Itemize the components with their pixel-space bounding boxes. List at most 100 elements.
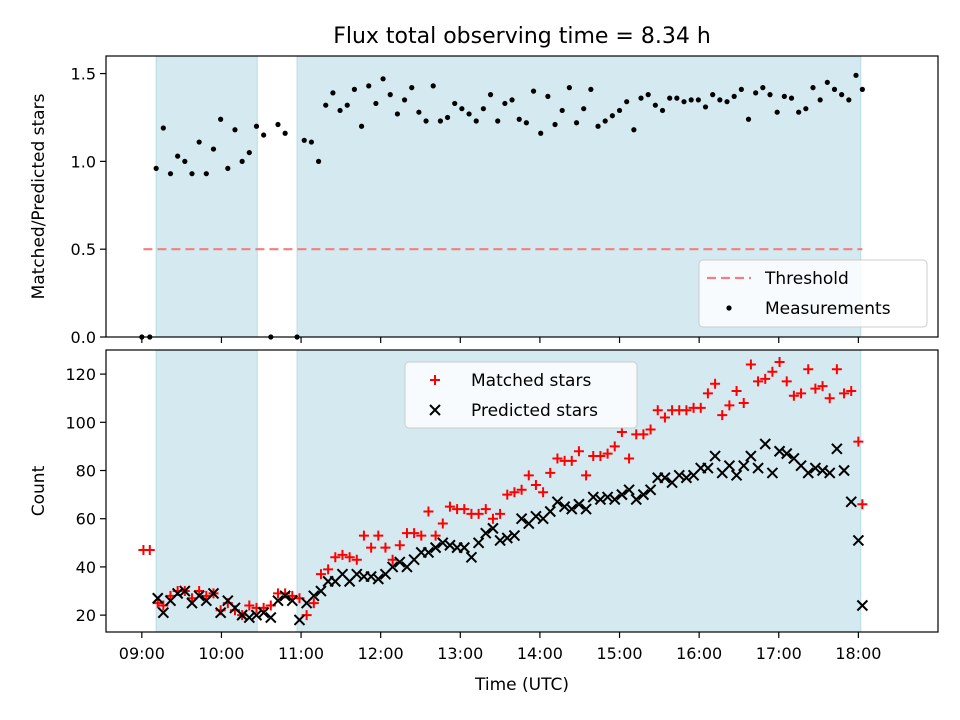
measurement-point <box>466 111 472 117</box>
predicted-stars-point <box>544 505 556 518</box>
matched-stars-point <box>323 564 334 575</box>
legend-measurement-swatch <box>726 305 732 311</box>
measurement-point <box>681 99 687 105</box>
measurement-point <box>767 92 773 98</box>
predicted-stars-point <box>856 599 869 612</box>
measurement-point <box>167 171 174 177</box>
matched-stars-point <box>152 598 163 609</box>
matched-stars-point <box>774 357 785 368</box>
x-tick-label: 18:00 <box>835 644 881 663</box>
measurement-point <box>239 158 245 164</box>
predicted-stars-point <box>422 546 435 559</box>
predicted-stars-point <box>637 488 650 501</box>
predicted-stars-point <box>272 594 284 607</box>
matched-stars-point <box>839 388 850 399</box>
matched-stars-point <box>480 504 491 515</box>
y-tick-label: 80 <box>76 462 96 481</box>
predicted-stars-point <box>558 500 571 513</box>
measurement-point <box>246 149 252 156</box>
matched-stars-point <box>609 441 620 452</box>
predicted-stars-point <box>566 503 578 515</box>
measurement-point <box>232 127 238 133</box>
measurement-point <box>624 99 630 105</box>
measurement-point <box>282 130 288 136</box>
predicted-stars-point <box>365 570 377 583</box>
matched-stars-point <box>724 400 735 411</box>
y-tick-label: 120 <box>65 365 96 384</box>
matched-stars-point <box>358 530 369 541</box>
measurement-point <box>523 120 529 126</box>
predicted-stars-point <box>587 491 599 503</box>
measurement-point <box>358 123 365 129</box>
measurement-point <box>261 132 267 138</box>
measurement-point <box>831 86 838 92</box>
matched-stars-point <box>416 530 427 541</box>
predicted-stars-point <box>372 573 384 585</box>
measurement-point <box>796 109 802 115</box>
matched-stars-point <box>473 508 484 519</box>
matched-stars-point <box>495 508 506 519</box>
y-tick-label: 100 <box>65 413 96 432</box>
matched-stars-point <box>351 554 362 565</box>
measurement-point <box>330 90 336 96</box>
matched-stars-point <box>817 381 828 392</box>
matched-stars-point <box>695 402 706 413</box>
predicted-stars-point <box>831 443 843 455</box>
measurement-point <box>444 114 451 121</box>
measurement-point <box>638 95 644 101</box>
predicted-stars-point <box>530 510 542 523</box>
measurement-point <box>595 123 601 129</box>
predicted-stars-point <box>738 459 750 472</box>
predicted-stars-point <box>680 472 693 484</box>
measurement-point <box>182 158 188 164</box>
measurement-point <box>760 85 766 91</box>
matched-stars-point <box>717 410 728 421</box>
measurement-point <box>225 165 231 171</box>
ratio-panel: 0.0 0.5 1.0 1.5 Matched/Predicted stars Thr… <box>29 55 939 347</box>
predicted-stars-point <box>494 534 506 547</box>
predicted-stars-point <box>781 447 793 460</box>
matched-stars-point <box>803 364 814 375</box>
predicted-stars-point <box>745 450 757 462</box>
measurement-point <box>566 85 572 91</box>
matched-stars-point <box>681 405 692 416</box>
predicted-stars-point <box>630 493 642 506</box>
matched-stars-point <box>702 388 713 399</box>
matched-stars-point <box>738 398 749 409</box>
matched-stars-point <box>258 602 269 613</box>
measurement-point <box>717 97 723 103</box>
matched-stars-point <box>487 513 498 524</box>
measurement-point <box>351 86 358 92</box>
matched-stars-point <box>459 504 470 515</box>
matched-stars-point <box>652 405 663 416</box>
matched-stars-point <box>616 426 627 437</box>
matched-stars-point <box>530 479 541 490</box>
predicted-stars-point <box>293 614 306 626</box>
predicted-stars-point <box>308 590 320 602</box>
predicted-stars-point <box>429 541 442 554</box>
measurement-point <box>387 92 393 98</box>
measurement-point <box>530 88 537 94</box>
matched-stars-point <box>423 506 434 517</box>
predicted-stars-point <box>616 488 628 501</box>
x-tick-label: 10:00 <box>198 644 244 663</box>
measurement-point <box>652 102 658 108</box>
y-tick-label: 40 <box>76 558 96 577</box>
measurement-point <box>452 100 458 107</box>
matched-stars-point <box>624 453 635 464</box>
predicted-stars-point <box>766 467 779 479</box>
y-tick-label: 1.5 <box>71 65 96 84</box>
measurement-point <box>538 130 544 136</box>
measurement-point <box>788 95 795 101</box>
chart-title: Flux total observing time = 8.34 h <box>333 24 711 49</box>
predicted-stars-point <box>809 462 822 474</box>
x-tick-label: 09:00 <box>119 644 165 663</box>
matched-stars-point <box>638 429 649 440</box>
observing-window-0 <box>155 349 258 633</box>
legend-label: Measurements <box>765 299 891 319</box>
measurement-point <box>275 121 281 128</box>
predicted-stars-point <box>816 464 829 477</box>
predicted-stars-point <box>845 496 857 508</box>
measurement-point <box>437 118 443 124</box>
ratio-panel-ylabel: Matched/Predicted stars <box>29 93 49 299</box>
